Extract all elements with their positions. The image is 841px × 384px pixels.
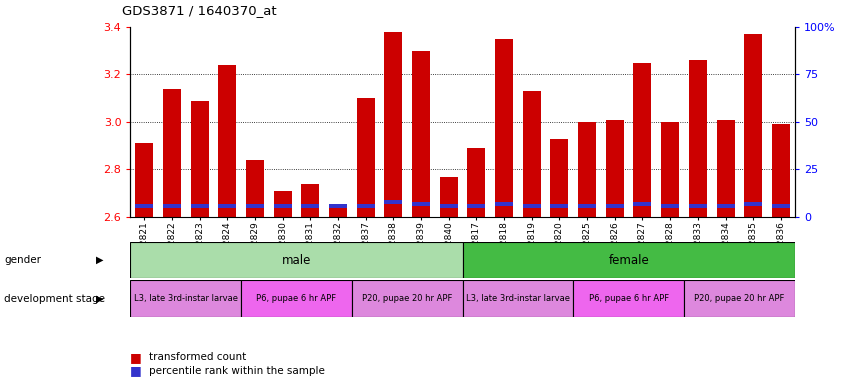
Bar — [329, 204, 347, 209]
Bar — [273, 191, 292, 217]
Bar — [606, 204, 624, 209]
Text: ▶: ▶ — [96, 293, 103, 304]
Text: P20, pupae 20 hr APF: P20, pupae 20 hr APF — [362, 294, 452, 303]
Text: ■: ■ — [130, 364, 142, 377]
Bar — [523, 91, 541, 217]
Bar — [606, 119, 624, 217]
Bar — [163, 204, 181, 209]
Text: percentile rank within the sample: percentile rank within the sample — [149, 366, 325, 376]
Bar — [523, 204, 541, 209]
Bar — [717, 204, 734, 209]
Bar — [301, 204, 320, 209]
Bar — [463, 280, 574, 317]
Bar — [246, 204, 264, 209]
Bar — [468, 148, 485, 217]
Bar — [329, 205, 347, 217]
Text: L3, late 3rd-instar larvae: L3, late 3rd-instar larvae — [466, 294, 570, 303]
Bar — [384, 31, 402, 217]
Text: P20, pupae 20 hr APF: P20, pupae 20 hr APF — [694, 294, 785, 303]
Bar — [689, 204, 706, 209]
Bar — [551, 204, 569, 209]
Bar — [246, 160, 264, 217]
Bar — [574, 280, 684, 317]
Bar — [440, 177, 458, 217]
Bar — [468, 204, 485, 209]
Bar — [744, 34, 762, 217]
Bar — [661, 204, 680, 209]
Bar — [551, 139, 569, 217]
Text: ▶: ▶ — [96, 255, 103, 265]
Text: development stage: development stage — [4, 293, 105, 304]
Bar — [578, 204, 596, 209]
Bar — [689, 60, 706, 217]
Bar — [412, 202, 430, 206]
Text: male: male — [282, 254, 311, 266]
Text: gender: gender — [4, 255, 41, 265]
Text: transformed count: transformed count — [149, 352, 246, 362]
Bar — [661, 122, 680, 217]
Bar — [633, 202, 652, 206]
Bar — [357, 98, 374, 217]
Bar — [357, 204, 374, 209]
Text: P6, pupae 6 hr APF: P6, pupae 6 hr APF — [257, 294, 336, 303]
Bar — [463, 242, 795, 278]
Text: ■: ■ — [130, 351, 142, 364]
Bar — [219, 204, 236, 209]
Bar — [241, 280, 352, 317]
Bar — [772, 204, 790, 209]
Bar — [412, 51, 430, 217]
Bar — [273, 204, 292, 209]
Text: female: female — [608, 254, 649, 266]
Bar — [578, 122, 596, 217]
Bar — [495, 39, 513, 217]
Bar — [191, 204, 209, 209]
Bar — [495, 202, 513, 206]
Bar — [684, 280, 795, 317]
Bar — [130, 242, 463, 278]
Bar — [384, 200, 402, 204]
Text: L3, late 3rd-instar larvae: L3, late 3rd-instar larvae — [134, 294, 238, 303]
Bar — [772, 124, 790, 217]
Bar — [744, 202, 762, 206]
Bar — [352, 280, 463, 317]
Bar — [191, 101, 209, 217]
Bar — [219, 65, 236, 217]
Bar — [163, 89, 181, 217]
Bar — [440, 204, 458, 209]
Text: GDS3871 / 1640370_at: GDS3871 / 1640370_at — [122, 4, 277, 17]
Bar — [130, 280, 241, 317]
Bar — [301, 184, 320, 217]
Bar — [633, 63, 652, 217]
Bar — [135, 204, 153, 209]
Bar — [717, 119, 734, 217]
Bar — [135, 143, 153, 217]
Text: P6, pupae 6 hr APF: P6, pupae 6 hr APF — [589, 294, 669, 303]
